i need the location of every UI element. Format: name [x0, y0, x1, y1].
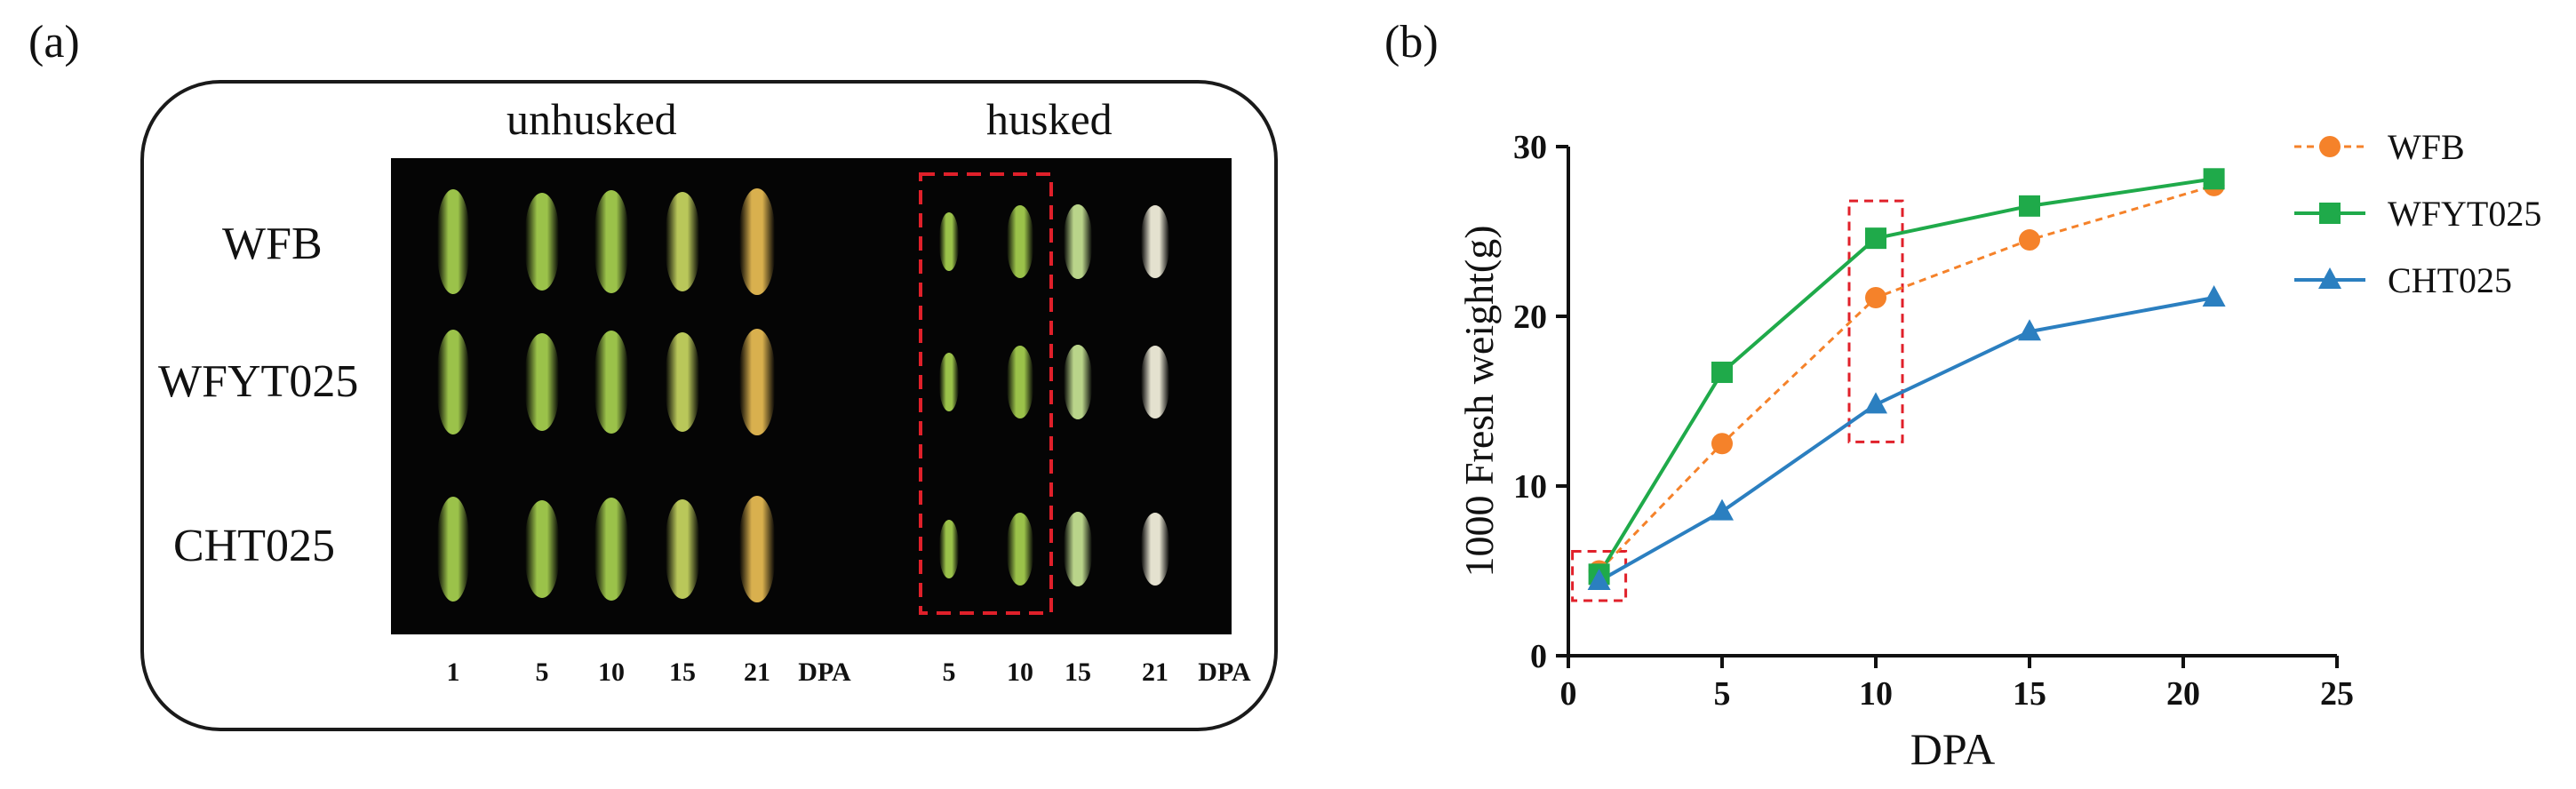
legend-marker-wfyt025 [2319, 203, 2341, 224]
x-tick-label-5: 5 [1714, 675, 1731, 713]
unhusked-grain-wfb-dpa-10 [594, 190, 628, 293]
husked-grain-cht025-dpa-15 [1064, 512, 1092, 586]
point-cht025-dpa-5 [1711, 498, 1734, 521]
y-tick-label-0: 0 [1530, 638, 1547, 675]
legend-label-wfyt025: WFYT025 [2388, 194, 2541, 234]
unhusked-grain-cht025-dpa-15 [666, 499, 699, 599]
row-label-wfb: WFB [222, 219, 323, 269]
unhusked-grain-cht025-dpa-1 [437, 497, 469, 602]
unhusked-dpa-unit: DPA [798, 658, 851, 687]
unhusked-grain-wfyt025-dpa-15 [666, 332, 699, 432]
husked-dpa-5: 5 [942, 658, 956, 687]
unhusked-grain-wfb-dpa-15 [666, 192, 699, 291]
husked-dpa-unit: DPA [1198, 658, 1251, 687]
y-tick-label-20: 20 [1513, 299, 1547, 336]
point-wfyt025-dpa-15 [2019, 195, 2040, 217]
unhusked-grain-wfyt025-dpa-21 [739, 329, 775, 435]
point-cht025-dpa-15 [2018, 319, 2041, 341]
highlight-box-dpa-10 [1847, 199, 1904, 443]
x-tick-label-15: 15 [2013, 675, 2046, 713]
y-tick-label-30: 30 [1513, 129, 1547, 166]
unhusked-grain-wfb-dpa-1 [437, 189, 469, 294]
husked-dpa-21: 21 [1142, 658, 1168, 687]
husked-grain-cht025-dpa-21 [1141, 513, 1169, 586]
x-tick-label-0: 0 [1560, 675, 1577, 713]
husked-highlight-box [919, 172, 1053, 615]
row-label-wfyt025: WFYT025 [158, 356, 359, 407]
panel-a-letter: (a) [28, 17, 80, 68]
panel-b-letter: (b) [1384, 17, 1439, 68]
husked-grain-cht025-dpa-10 [1007, 513, 1033, 586]
point-wfyt025-dpa-5 [1711, 362, 1733, 384]
unhusked-grain-cht025-dpa-5 [525, 500, 559, 598]
unhusked-dpa-21: 21 [744, 658, 770, 687]
point-wfb-dpa-5 [1711, 433, 1733, 455]
husked-grain-wfb-dpa-15 [1064, 204, 1092, 279]
unhusked-grain-wfyt025-dpa-10 [594, 331, 628, 434]
series-line-cht025 [1598, 296, 2214, 583]
husked-grain-wfb-dpa-10 [1007, 205, 1033, 278]
husked-grain-wfyt025-dpa-21 [1141, 346, 1169, 418]
y-axis-label: 1000 Fresh weight(g) [1456, 225, 1502, 577]
series-line-wfb [1598, 184, 2215, 572]
point-wfb-dpa-15 [2019, 229, 2040, 251]
legend-label-wfb: WFB [2388, 127, 2465, 167]
husked-grain-wfyt025-dpa-15 [1064, 345, 1092, 419]
husked-grain-wfb-dpa-5 [939, 212, 959, 271]
unhusked-header: unhusked [506, 94, 677, 144]
unhusked-grain-wfyt025-dpa-1 [437, 330, 469, 434]
point-wfyt025-dpa-21 [2203, 168, 2225, 190]
point-cht025-dpa-1 [1587, 568, 1611, 590]
point-cht025-dpa-10 [1864, 392, 1887, 414]
highlight-box-dpa-1 [1571, 550, 1628, 602]
unhusked-dpa-5: 5 [535, 658, 549, 687]
point-wfyt025-dpa-10 [1865, 227, 1886, 250]
x-axis-label: DPA [1910, 724, 1995, 774]
husked-dpa-10: 10 [1007, 658, 1033, 687]
legend-label-cht025: CHT025 [2388, 260, 2512, 300]
series-line-wfyt025 [1597, 177, 2214, 576]
x-tick-label-20: 20 [2166, 675, 2200, 713]
husked-grain-wfb-dpa-21 [1141, 205, 1169, 278]
x-tick-label-25: 25 [2320, 675, 2354, 713]
husked-dpa-15: 15 [1065, 658, 1091, 687]
point-cht025-dpa-21 [2202, 284, 2226, 307]
husked-grain-wfyt025-dpa-10 [1007, 346, 1033, 418]
unhusked-dpa-1: 1 [446, 658, 460, 687]
unhusked-grain-cht025-dpa-21 [739, 496, 775, 602]
y-tick-label-10: 10 [1513, 468, 1547, 506]
x-tick-label-10: 10 [1859, 675, 1893, 713]
unhusked-dpa-15: 15 [669, 658, 696, 687]
husked-grain-cht025-dpa-5 [939, 520, 959, 578]
legend-marker-wfb [2319, 136, 2341, 157]
grain-photo-panel [140, 80, 1278, 731]
husked-grain-wfyt025-dpa-5 [939, 353, 959, 411]
row-label-cht025: CHT025 [173, 521, 335, 571]
unhusked-grain-wfb-dpa-5 [525, 193, 559, 291]
husked-header: husked [986, 94, 1113, 144]
legend-marker-cht025 [2318, 267, 2341, 289]
unhusked-grain-wfb-dpa-21 [739, 188, 775, 295]
point-wfb-dpa-10 [1865, 286, 1886, 308]
unhusked-grain-cht025-dpa-10 [594, 498, 628, 601]
unhusked-dpa-10: 10 [598, 658, 625, 687]
unhusked-grain-wfyt025-dpa-5 [525, 333, 559, 431]
